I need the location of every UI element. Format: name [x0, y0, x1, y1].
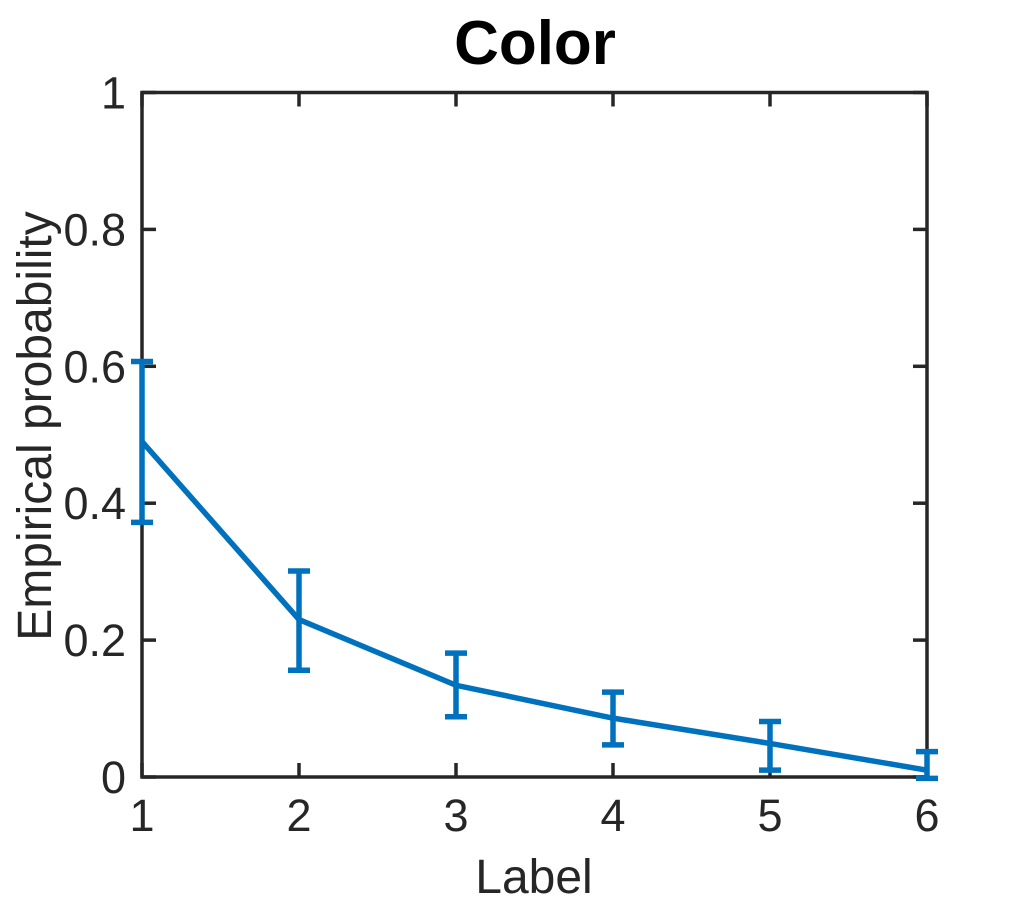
y-tick-label: 0.4: [63, 478, 126, 529]
y-tick-label: 0: [101, 752, 126, 803]
y-tick-label: 0.8: [63, 204, 126, 255]
data-line: [139, 439, 928, 773]
x-tick-label: 4: [600, 790, 625, 841]
x-axis-label: Label: [475, 851, 593, 904]
y-axis-label: Empirical probability: [9, 211, 62, 641]
x-tick-label: 5: [757, 790, 782, 841]
y-tick-label: 0.6: [63, 341, 126, 392]
x-tick-label: 2: [286, 790, 311, 841]
x-tick-label: 6: [914, 790, 939, 841]
x-tick-label: 3: [443, 790, 468, 841]
y-tick-label: 1: [101, 68, 126, 119]
axes-box: [140, 90, 929, 779]
y-tick-label: 0.2: [63, 615, 126, 666]
chart-title: Color: [454, 9, 616, 78]
x-tick-label: 1: [129, 790, 154, 841]
